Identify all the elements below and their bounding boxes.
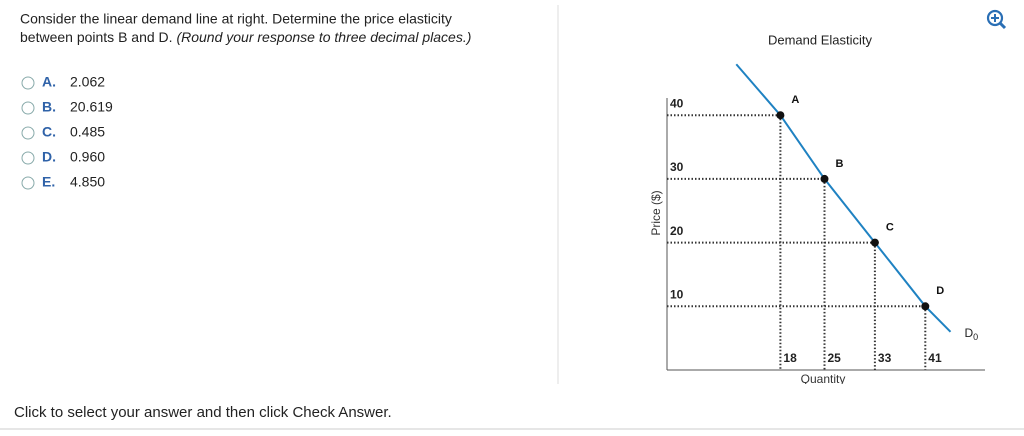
point-label: C — [886, 222, 894, 234]
point — [870, 238, 879, 247]
option-value[interactable]: 0.485 — [70, 124, 105, 140]
chart-title: Demand Elasticity — [768, 32, 873, 47]
x-tick-label: 18 — [783, 351, 797, 365]
point — [776, 111, 785, 120]
point-label: A — [791, 94, 799, 106]
y-tick-label: 20 — [670, 224, 684, 238]
y-axis-label: Price ($) — [649, 190, 663, 235]
option-value[interactable]: 0.960 — [70, 149, 105, 165]
option-letter[interactable]: E. — [42, 174, 55, 190]
option-letter[interactable]: C. — [42, 124, 56, 140]
point-label: D — [936, 285, 944, 297]
point — [820, 174, 829, 183]
y-tick-label: 10 — [670, 287, 684, 301]
option-letter[interactable]: B. — [42, 99, 56, 115]
option-value[interactable]: 2.062 — [70, 74, 105, 90]
radio-button[interactable] — [21, 101, 35, 115]
radio-button[interactable] — [21, 76, 35, 90]
zoom-icon[interactable] — [998, 21, 1007, 30]
option-letter[interactable]: D. — [42, 149, 56, 165]
question-note: (Round your response to three decimal pl… — [176, 29, 471, 45]
demand-line — [735, 63, 952, 333]
question-text: Consider the linear demand line at right… — [20, 11, 452, 27]
line-label: D — [965, 326, 974, 340]
clip-mask — [0, 384, 1024, 404]
x-tick-label: 33 — [878, 351, 892, 365]
question-text: between points B and D. (Round your resp… — [20, 29, 471, 45]
zoom-icon[interactable] — [991, 14, 999, 22]
radio-button[interactable] — [21, 176, 35, 190]
instruction: Click to select your answer and then cli… — [14, 404, 392, 421]
x-tick-label: 25 — [828, 351, 842, 365]
question-text: between points B and D. — [20, 29, 173, 45]
point-label: B — [836, 158, 844, 170]
x-axis-label: Quantity — [801, 372, 846, 386]
radio-button[interactable] — [21, 151, 35, 165]
line-label-subscript: 0 — [973, 332, 978, 342]
point — [921, 302, 930, 311]
zoom-button[interactable] — [986, 9, 1007, 30]
y-tick-label: 30 — [670, 160, 684, 174]
option-value[interactable]: 20.619 — [70, 99, 113, 115]
option-letter[interactable]: A. — [42, 74, 56, 90]
zoom-icon[interactable] — [986, 9, 1004, 27]
y-tick-label: 40 — [670, 96, 684, 110]
line-label: D0 — [965, 326, 979, 342]
option-value[interactable]: 4.850 — [70, 174, 105, 190]
x-tick-label: 41 — [928, 351, 942, 365]
radio-button[interactable] — [21, 126, 35, 140]
